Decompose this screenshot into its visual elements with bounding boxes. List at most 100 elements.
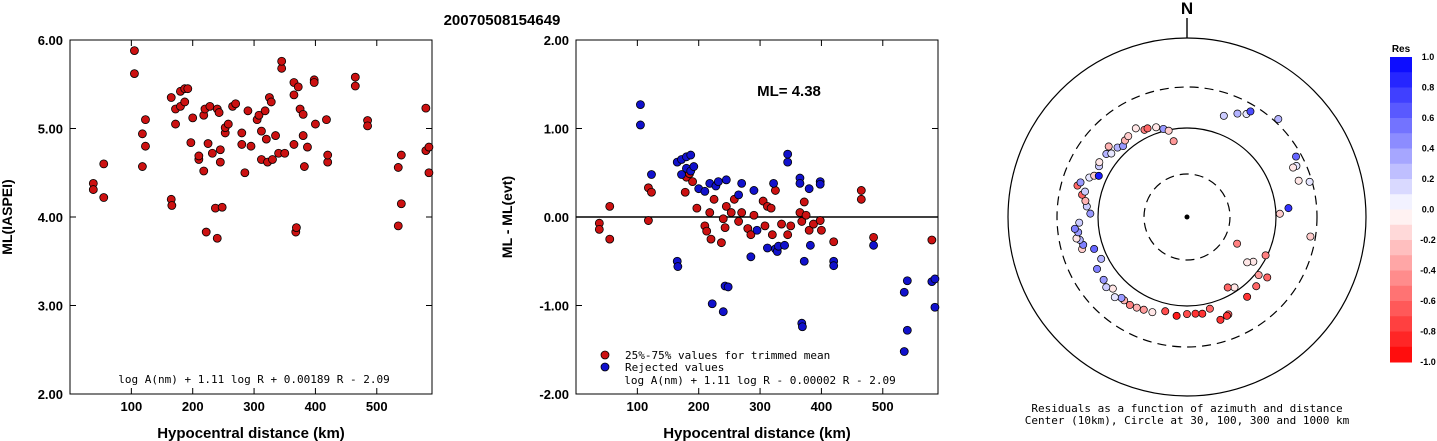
panel2-point-blue (795, 178, 805, 188)
panel2-point-blue (718, 307, 728, 317)
colorbar-cell (1390, 148, 1412, 165)
panel1-point-red (323, 150, 333, 160)
panel2-ytick-label: 2.00 (544, 33, 569, 48)
panel2-point-blue (930, 302, 940, 312)
circle-100km (1097, 127, 1277, 307)
panel1-point-red (254, 110, 264, 120)
colorbar-cells (1390, 57, 1412, 363)
polar-point (1081, 187, 1089, 196)
panel2-point-red (856, 186, 866, 195)
polar-point (1110, 293, 1119, 302)
panel1-point-red (215, 157, 225, 167)
panel1-point-red (203, 139, 213, 148)
panel2-point-red (760, 221, 770, 231)
panel2-xtick-label: 300 (749, 399, 771, 414)
polar-point (1070, 224, 1079, 233)
panel1-point-red (223, 119, 233, 129)
panel1-point-red (280, 148, 290, 158)
panel1-frame (69, 39, 433, 395)
panel2-point-blue (673, 262, 683, 271)
colorbar-cell (1390, 133, 1412, 149)
panel1-point-red (171, 119, 180, 129)
panel1-point-red (243, 106, 253, 116)
panel1-point-red (137, 162, 147, 171)
polar-point (1292, 152, 1300, 161)
polar-point (1164, 126, 1173, 135)
panel2-point-red (746, 230, 756, 240)
panel1-point-red (309, 78, 319, 87)
polar-point (1306, 232, 1315, 241)
polar-point (1075, 218, 1084, 227)
panel2-point-red (734, 217, 743, 226)
polar-point (1183, 310, 1191, 318)
panel1-point-red (311, 119, 320, 129)
panel2-point-red (927, 235, 937, 245)
polar-point (1289, 163, 1298, 172)
panel2-point-red (709, 194, 719, 204)
panel1-point-red (271, 131, 280, 140)
circle-300km (1056, 86, 1318, 348)
panel1-point-red (214, 108, 224, 117)
panel2-point-blue (783, 157, 793, 167)
panel2-point-blue (737, 178, 747, 188)
panel2-formula: log A(nm) + 1.11 log R - 0.00002 R - 2.0… (624, 374, 896, 387)
panel1-point-red (207, 148, 217, 158)
panel1-point-red (261, 134, 271, 144)
panel1-point-red (396, 150, 406, 160)
polar-points (1070, 107, 1315, 324)
polar-point (1233, 239, 1242, 248)
polar-point (1125, 301, 1134, 309)
colorbar-cell (1390, 194, 1412, 210)
panel2-point-blue (700, 186, 710, 196)
panel1-point-red (167, 201, 177, 210)
legend-label-red: 25%-75% values for trimmed mean (625, 349, 830, 362)
polar-point (1095, 158, 1104, 167)
panel2-point-red (783, 230, 793, 240)
panel2-point-blue (721, 175, 731, 185)
panel1-ylabel: ML(IASPEI) (0, 179, 15, 254)
panel2-point-red (702, 226, 712, 236)
panel1-point-red (350, 72, 360, 82)
panel2-point-red (799, 197, 809, 207)
panel2-point-red (766, 203, 776, 213)
panel1-point-red (130, 69, 139, 79)
legend-marker-blue (600, 362, 610, 372)
panel1-point-red (186, 138, 196, 148)
polar-point (1216, 315, 1225, 324)
colorbar-cell (1390, 179, 1412, 195)
panel2-point-blue (902, 325, 912, 335)
polar-point (1274, 115, 1283, 124)
panel2-point-red (856, 194, 866, 204)
panel2-point-red (605, 201, 615, 211)
panel2-point-red (797, 217, 807, 226)
panel1-ytick-label: 6.00 (38, 33, 63, 48)
polar-point (1081, 196, 1090, 205)
panel1-point-red (292, 223, 301, 233)
colorbar-cell (1390, 72, 1412, 88)
panel2-xtick-label: 100 (627, 399, 649, 414)
panel1-point-red (299, 162, 309, 171)
panel2-point-blue (723, 282, 733, 292)
polar-point (1243, 292, 1252, 301)
colorbar-cell (1390, 209, 1412, 226)
panel2-xtick-label: 200 (688, 399, 710, 414)
polar-point (1191, 309, 1200, 318)
panel2-point-red (804, 225, 814, 235)
colorbar-tick-label: 0.0 (1422, 205, 1435, 215)
panel2-point-blue (734, 190, 743, 200)
panel1-point-red (212, 233, 222, 243)
panel1-points (88, 46, 434, 243)
polar-point (1093, 264, 1101, 273)
polar-point (1143, 124, 1152, 133)
panel1-point-red (246, 141, 256, 151)
colorbar-cell (1390, 270, 1412, 287)
panel2-point-blue (647, 170, 656, 179)
panel1-xtick-label: 400 (305, 399, 327, 414)
panel1-ytick-label: 4.00 (38, 210, 63, 225)
panel2-ticks: 100 200 300 400 500 -2.00 -1.00 0.00 1.00 2.00 (539, 33, 938, 414)
polar-point (1099, 275, 1108, 284)
panel1-xtick-label: 100 (121, 399, 143, 414)
panel2-point-blue (805, 240, 815, 250)
panel2-point-red (749, 210, 759, 220)
panel1-point-red (183, 84, 193, 94)
